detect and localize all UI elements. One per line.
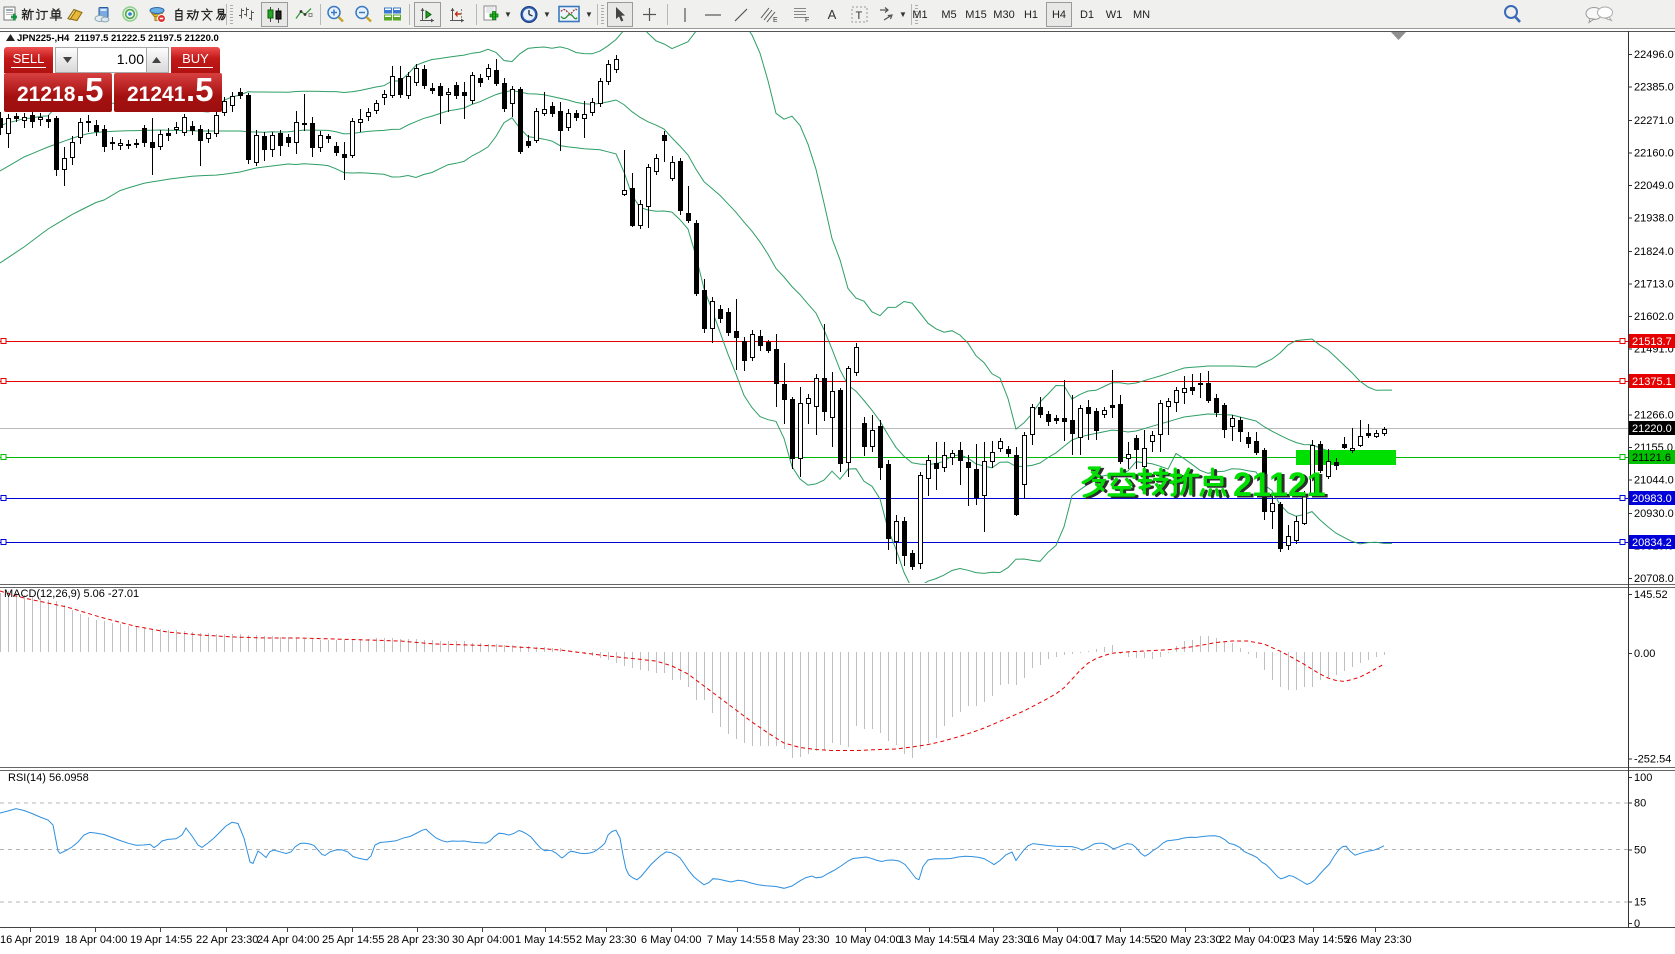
svg-text:F: F [805, 17, 809, 23]
svg-text:14 May 23:30: 14 May 23:30 [963, 934, 1030, 946]
svg-text:21938.0: 21938.0 [1634, 213, 1674, 225]
svg-text:E: E [773, 17, 778, 23]
svg-text:24 Apr 04:00: 24 Apr 04:00 [257, 934, 319, 946]
svg-text:22 May 04:00: 22 May 04:00 [1219, 934, 1286, 946]
svg-text:80: 80 [1634, 797, 1646, 809]
svg-text:22271.0: 22271.0 [1634, 115, 1674, 127]
svg-text:21121: 21121 [1233, 466, 1326, 504]
svg-text:26 May 23:30: 26 May 23:30 [1345, 934, 1412, 946]
svg-text:0: 0 [1634, 918, 1640, 930]
svg-text:21220.0: 21220.0 [1632, 423, 1672, 435]
svg-text:20983.0: 20983.0 [1632, 493, 1672, 505]
svg-text:21513.7: 21513.7 [1632, 336, 1672, 348]
svg-text:21121.6: 21121.6 [1632, 452, 1671, 464]
svg-text:20834.2: 20834.2 [1632, 537, 1672, 549]
svg-text:1 May 14:55: 1 May 14:55 [515, 934, 576, 946]
svg-text:20930.0: 20930.0 [1634, 508, 1674, 520]
svg-text:T: T [855, 10, 862, 22]
svg-text:21824.0: 21824.0 [1634, 246, 1674, 258]
svg-text:20708.0: 20708.0 [1634, 573, 1674, 585]
svg-text:10 May 04:00: 10 May 04:00 [835, 934, 902, 946]
svg-text:28 Apr 23:30: 28 Apr 23:30 [387, 934, 449, 946]
svg-text:25 Apr 14:55: 25 Apr 14:55 [322, 934, 384, 946]
svg-text:23 May 14:55: 23 May 14:55 [1283, 934, 1350, 946]
svg-text:22385.0: 22385.0 [1634, 82, 1674, 94]
svg-text:20 May 23:30: 20 May 23:30 [1155, 934, 1222, 946]
svg-text:15: 15 [1634, 897, 1646, 909]
svg-text:50: 50 [1634, 844, 1646, 856]
svg-text:30 Apr 04:00: 30 Apr 04:00 [452, 934, 514, 946]
svg-text:19 Apr 14:55: 19 Apr 14:55 [130, 934, 192, 946]
svg-text:22049.0: 22049.0 [1634, 180, 1674, 192]
svg-text:21121: 21121 [1236, 468, 1329, 506]
svg-text:RSI(14) 56.0958: RSI(14) 56.0958 [8, 772, 89, 784]
svg-text:100: 100 [1634, 772, 1652, 784]
svg-text:6 May 04:00: 6 May 04:00 [641, 934, 702, 946]
svg-text:22 Apr 23:30: 22 Apr 23:30 [196, 934, 258, 946]
svg-text:0.00: 0.00 [1634, 648, 1655, 660]
svg-text:21266.0: 21266.0 [1634, 410, 1674, 422]
svg-text:22160.0: 22160.0 [1634, 148, 1674, 160]
svg-text:8 May 23:30: 8 May 23:30 [769, 934, 830, 946]
svg-text:18 Apr 04:00: 18 Apr 04:00 [65, 934, 127, 946]
svg-text:-252.54: -252.54 [1634, 754, 1671, 766]
svg-text:7 May 14:55: 7 May 14:55 [707, 934, 768, 946]
svg-text:21602.0: 21602.0 [1634, 311, 1674, 323]
svg-text:2 May 23:30: 2 May 23:30 [576, 934, 637, 946]
svg-text:145.52: 145.52 [1634, 589, 1668, 601]
svg-text:21713.0: 21713.0 [1634, 279, 1674, 291]
svg-text:21375.1: 21375.1 [1632, 376, 1672, 388]
svg-text:22496.0: 22496.0 [1634, 49, 1674, 61]
svg-text:16 Apr 2019: 16 Apr 2019 [0, 934, 59, 946]
svg-text:MACD(12,26,9) 5.06 -27.01: MACD(12,26,9) 5.06 -27.01 [4, 588, 139, 600]
svg-text:17 May 14:55: 17 May 14:55 [1090, 934, 1157, 946]
svg-text:13 May 14:55: 13 May 14:55 [899, 934, 966, 946]
svg-text:21044.0: 21044.0 [1634, 475, 1674, 487]
svg-text:16 May 04:00: 16 May 04:00 [1027, 934, 1094, 946]
